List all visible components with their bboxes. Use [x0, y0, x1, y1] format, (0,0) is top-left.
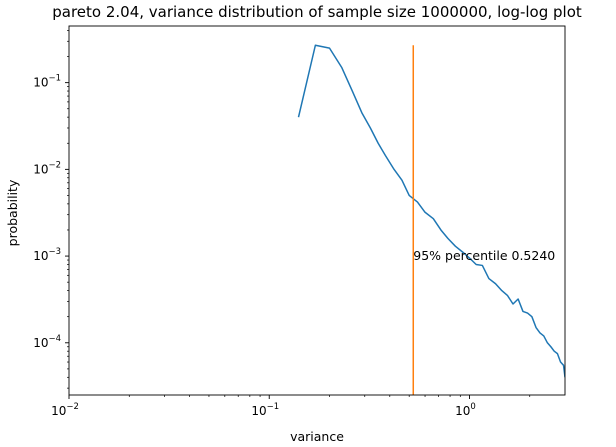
- y-axis-label: probability: [5, 179, 20, 246]
- y-tick-label: 10−1: [33, 74, 61, 90]
- y-tick-label: 10−4: [33, 334, 61, 350]
- series-line-0: [297, 44, 565, 378]
- percentile-annotation: 95% percentile 0.5240: [413, 248, 555, 263]
- x-axis-label: variance: [290, 429, 344, 444]
- axes-frame: [68, 25, 566, 396]
- y-tick-label: 10−2: [33, 160, 61, 176]
- chart-title: pareto 2.04, variance distribution of sa…: [52, 3, 582, 21]
- y-tick-label: 10−3: [33, 247, 61, 263]
